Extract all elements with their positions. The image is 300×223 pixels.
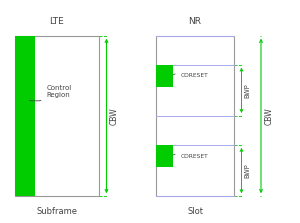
Bar — [156, 65, 173, 87]
Text: CBW: CBW — [110, 107, 119, 125]
Text: Subframe: Subframe — [37, 207, 77, 216]
Text: CORESET: CORESET — [173, 73, 208, 78]
Bar — [15, 36, 34, 196]
Text: LTE: LTE — [50, 17, 64, 26]
Text: Slot: Slot — [187, 207, 203, 216]
Text: Control
Region: Control Region — [29, 85, 72, 101]
Text: BWP: BWP — [244, 163, 250, 178]
Bar — [156, 36, 234, 196]
Text: CORESET: CORESET — [173, 154, 208, 159]
Text: CBW: CBW — [265, 107, 274, 125]
Bar — [15, 36, 99, 196]
Text: BWP: BWP — [244, 83, 250, 98]
Text: NR: NR — [188, 17, 202, 26]
Bar — [156, 145, 173, 167]
